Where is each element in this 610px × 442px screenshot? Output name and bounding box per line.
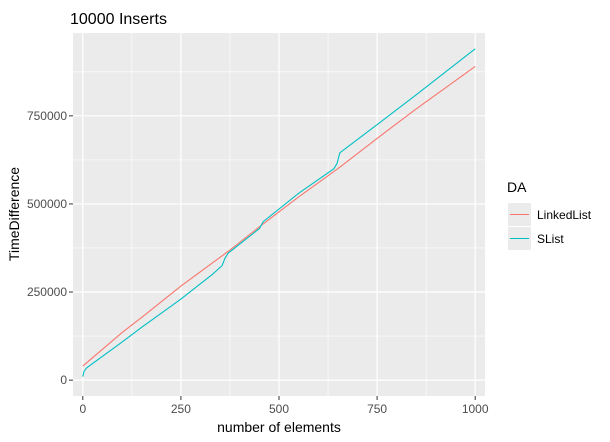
x-tick-label: 1000 (462, 402, 489, 416)
legend-item-slist: SList (508, 227, 564, 250)
legend-title: DA (507, 179, 527, 195)
y-axis-title: TimeDifference (6, 167, 22, 261)
major-gridlines (73, 33, 485, 396)
x-tick-label: 750 (367, 402, 387, 416)
y-tick-label: 750000 (27, 109, 67, 123)
legend-label: LinkedList (537, 208, 592, 222)
x-axis: 0 250 500 750 1000 (79, 396, 489, 416)
x-tick-label: 0 (79, 402, 86, 416)
legend-item-linkedlist: LinkedList (508, 203, 592, 226)
y-tick-label: 250000 (27, 285, 67, 299)
y-axis: 0 250000 500000 750000 (27, 109, 73, 387)
legend-label: SList (537, 232, 564, 246)
x-tick-label: 250 (171, 402, 191, 416)
legend: DA LinkedList SList (507, 179, 592, 250)
series-lines (82, 48, 476, 377)
series-line-slist (82, 48, 476, 377)
x-tick-label: 500 (269, 402, 289, 416)
y-tick-label: 0 (60, 373, 67, 387)
series-line-linkedlist (82, 66, 476, 367)
chart-title: 10000 Inserts (70, 11, 167, 28)
y-tick-label: 500000 (27, 197, 67, 211)
x-axis-title: number of elements (217, 419, 341, 435)
